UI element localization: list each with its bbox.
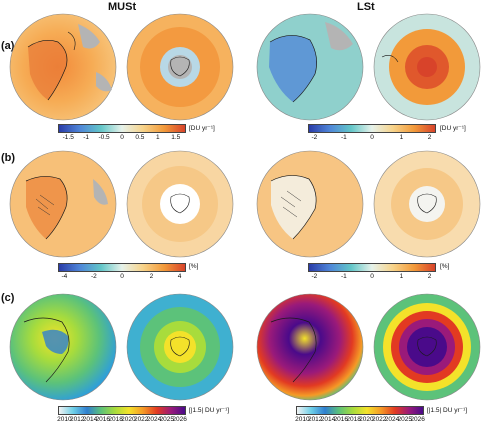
globe-lst-a-north-america (256, 13, 364, 121)
colorbar-must-b (58, 263, 186, 272)
colorbar-lst-b (308, 263, 436, 272)
globe-must-b-polar (126, 150, 234, 258)
globe-lst-c-north-america (256, 293, 364, 401)
colorbar-unit-lst-a: [DU yr⁻¹] (440, 125, 466, 132)
colorbar-unit-must-c: [|1.5| DU yr⁻¹] (189, 407, 230, 414)
globe-lst-b-polar (373, 150, 481, 258)
panel-label-a: (a) (1, 40, 15, 52)
colorbar-must-c (58, 406, 186, 415)
colorbar-unit-must-b: [%] (189, 263, 199, 270)
colorbar-ticks-lst-a: -2 -1 0 1 2 (311, 134, 432, 141)
colorbar-ticks-lst-b: -2 -1 0 1 2 (311, 273, 432, 280)
colorbar-unit-lst-c: [|1.5| DU yr⁻¹] (427, 407, 468, 414)
panel-label-b: (b) (1, 152, 16, 164)
globe-lst-b-north-america (256, 150, 364, 258)
colorbar-must-a (58, 124, 186, 133)
panel-label-c: (c) (1, 292, 15, 304)
column-title-must: MUSt (108, 1, 137, 13)
globe-must-c-north-america (9, 293, 117, 401)
globe-must-a-polar (126, 13, 234, 121)
globe-must-c-polar (126, 293, 234, 401)
colorbar-unit-must-a: [DU yr⁻¹] (189, 125, 215, 132)
globe-must-b-north-america (9, 150, 117, 258)
colorbar-ticks-must-c: 2010 2012 2014 2016 2018 2020 2022 2024 … (57, 416, 187, 423)
globe-must-a-north-america (9, 13, 117, 121)
column-title-lst: LSt (357, 1, 375, 13)
colorbar-ticks-must-b: -4 -2 0 2 4 (61, 273, 182, 280)
colorbar-lst-a (308, 124, 436, 133)
globe-lst-c-polar (373, 293, 481, 401)
colorbar-lst-c (296, 406, 424, 415)
colorbar-ticks-lst-c: 2010 2012 2014 2016 2018 2020 2022 2024 … (295, 416, 425, 423)
colorbar-ticks-must-a: -1.5 -1 -0.5 0 0.5 1 1.5 (62, 134, 181, 141)
colorbar-unit-lst-b: [%] (440, 263, 450, 270)
globe-lst-a-polar (373, 13, 481, 121)
